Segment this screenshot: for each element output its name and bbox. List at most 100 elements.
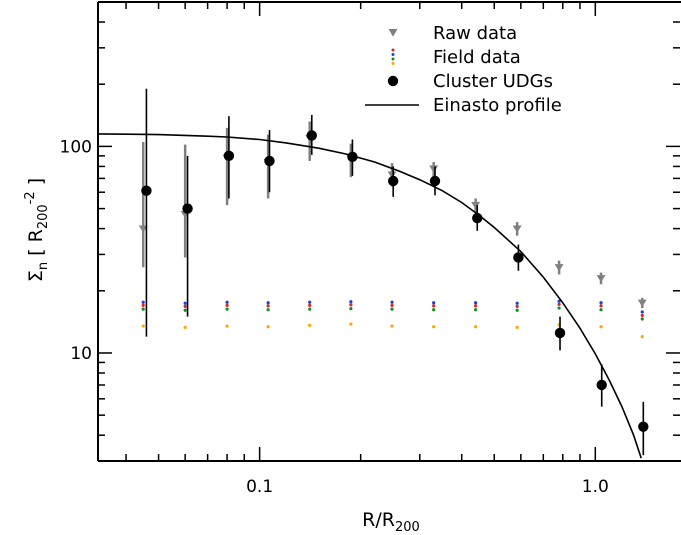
field-data-point [266,301,270,305]
field-data-point [599,325,603,329]
cluster-udg-point [264,155,275,167]
field-data-point [474,308,478,312]
cluster-udg-point [306,130,317,141]
field-data-point [225,300,229,304]
field-data-point [183,301,187,305]
raw-data-point [512,225,522,233]
field-data-point [141,324,145,328]
x-tick-label: 0.1 [246,477,273,497]
cluster-udg-point [596,379,607,391]
field-data-point [640,317,644,321]
field-data-point [474,304,478,308]
y-axis-label: Σn [ R200-2 ] [23,178,51,282]
field-data-point [557,299,561,303]
field-data-point [349,322,353,326]
field-data-point [308,303,312,307]
field-data-point [599,301,603,305]
cluster-udg-point [638,421,649,432]
field-data-point [390,324,394,328]
field-data-point [266,304,270,308]
cluster-udg-point [141,185,152,196]
y-axis-label-main: Σ [25,270,47,282]
y-tick-label: 100 [60,137,92,157]
legend-field-marker [391,57,395,61]
plot-axes: 0.1 1.0 10 100 [60,1,681,497]
field-data-point [183,325,187,329]
field-data-point [515,301,519,305]
field-data-point [141,307,145,311]
cluster-udg-point [472,212,483,224]
legend-label: Field data [433,47,521,68]
legend-field-marker [391,62,395,65]
y-axis-unit-open: [ [25,248,47,255]
y-axis-unit-close: ] [25,178,47,185]
field-data-point [474,301,478,305]
x-axis-label-sub: 200 [395,520,420,535]
cluster-udg-point [182,203,193,214]
field-data-point [266,325,270,329]
einasto-curve-layer [97,133,642,459]
cluster-udg-point [513,252,524,263]
field-data-point [266,308,270,312]
field-data-point [141,300,145,304]
field-data-point [308,323,312,327]
field-data-point [390,300,394,304]
einasto-profile-line [97,133,642,459]
legend-label: Einasto profile [433,95,562,116]
field-data-point [515,308,519,312]
field-data-point [515,304,519,309]
field-data-point [432,325,436,329]
field-data-layer [141,299,644,339]
field-data-point [349,306,353,311]
legend-field-marker [391,53,395,56]
y-axis-unit-sub: 200 [36,204,51,229]
raw-data-layer [138,121,647,309]
field-data-point [474,325,478,329]
raw-data-point [596,275,606,283]
field-data-point [390,303,394,307]
field-data-point [349,300,353,304]
cluster-udgs-layer [141,88,649,456]
field-data-point [183,304,187,309]
cluster-udg-point [388,175,399,187]
field-data-point [225,307,229,311]
field-data-point [640,310,644,314]
raw-data-point [387,171,397,179]
field-data-point [557,302,561,306]
x-axis-label-main: R/R [362,509,395,531]
field-data-point [599,304,603,308]
field-data-point [640,335,644,339]
cluster-udg-point [554,327,566,339]
y-axis-unit-exp: -2 [23,191,38,204]
field-data-point [349,303,353,307]
y-axis-unit-main: R [25,229,47,242]
raw-data-point [637,299,647,307]
cluster-udg-point [223,150,235,162]
field-data-point [308,307,312,311]
field-data-point [432,308,436,312]
field-data-point [183,308,187,312]
field-data-point [390,307,394,311]
field-data-point [225,324,229,328]
legend-label: Raw data [433,23,517,44]
y-tick-label: 10 [70,344,92,364]
svg-text:Σn [ R200-2 ]: Σn [ R200-2 ] [23,178,51,282]
raw-data-point [554,264,564,272]
cluster-udg-point [429,175,441,187]
raw-data-point [429,165,439,173]
field-data-point [141,303,145,307]
field-data-point [640,313,644,318]
y-axis-label-sub: n [36,262,51,270]
field-data-point [432,301,436,305]
raw-data-point [471,201,481,210]
field-data-point [225,303,229,307]
legend: Raw data Field data Cluster UDGs Einasto pr… [365,23,562,116]
field-data-point [599,308,603,312]
x-axis-label: R/R200 [362,509,420,535]
legend-cluster-marker [387,75,399,87]
legend-field-marker [391,48,395,52]
legend-label: Cluster UDGs [433,71,553,92]
field-data-point [515,325,519,329]
